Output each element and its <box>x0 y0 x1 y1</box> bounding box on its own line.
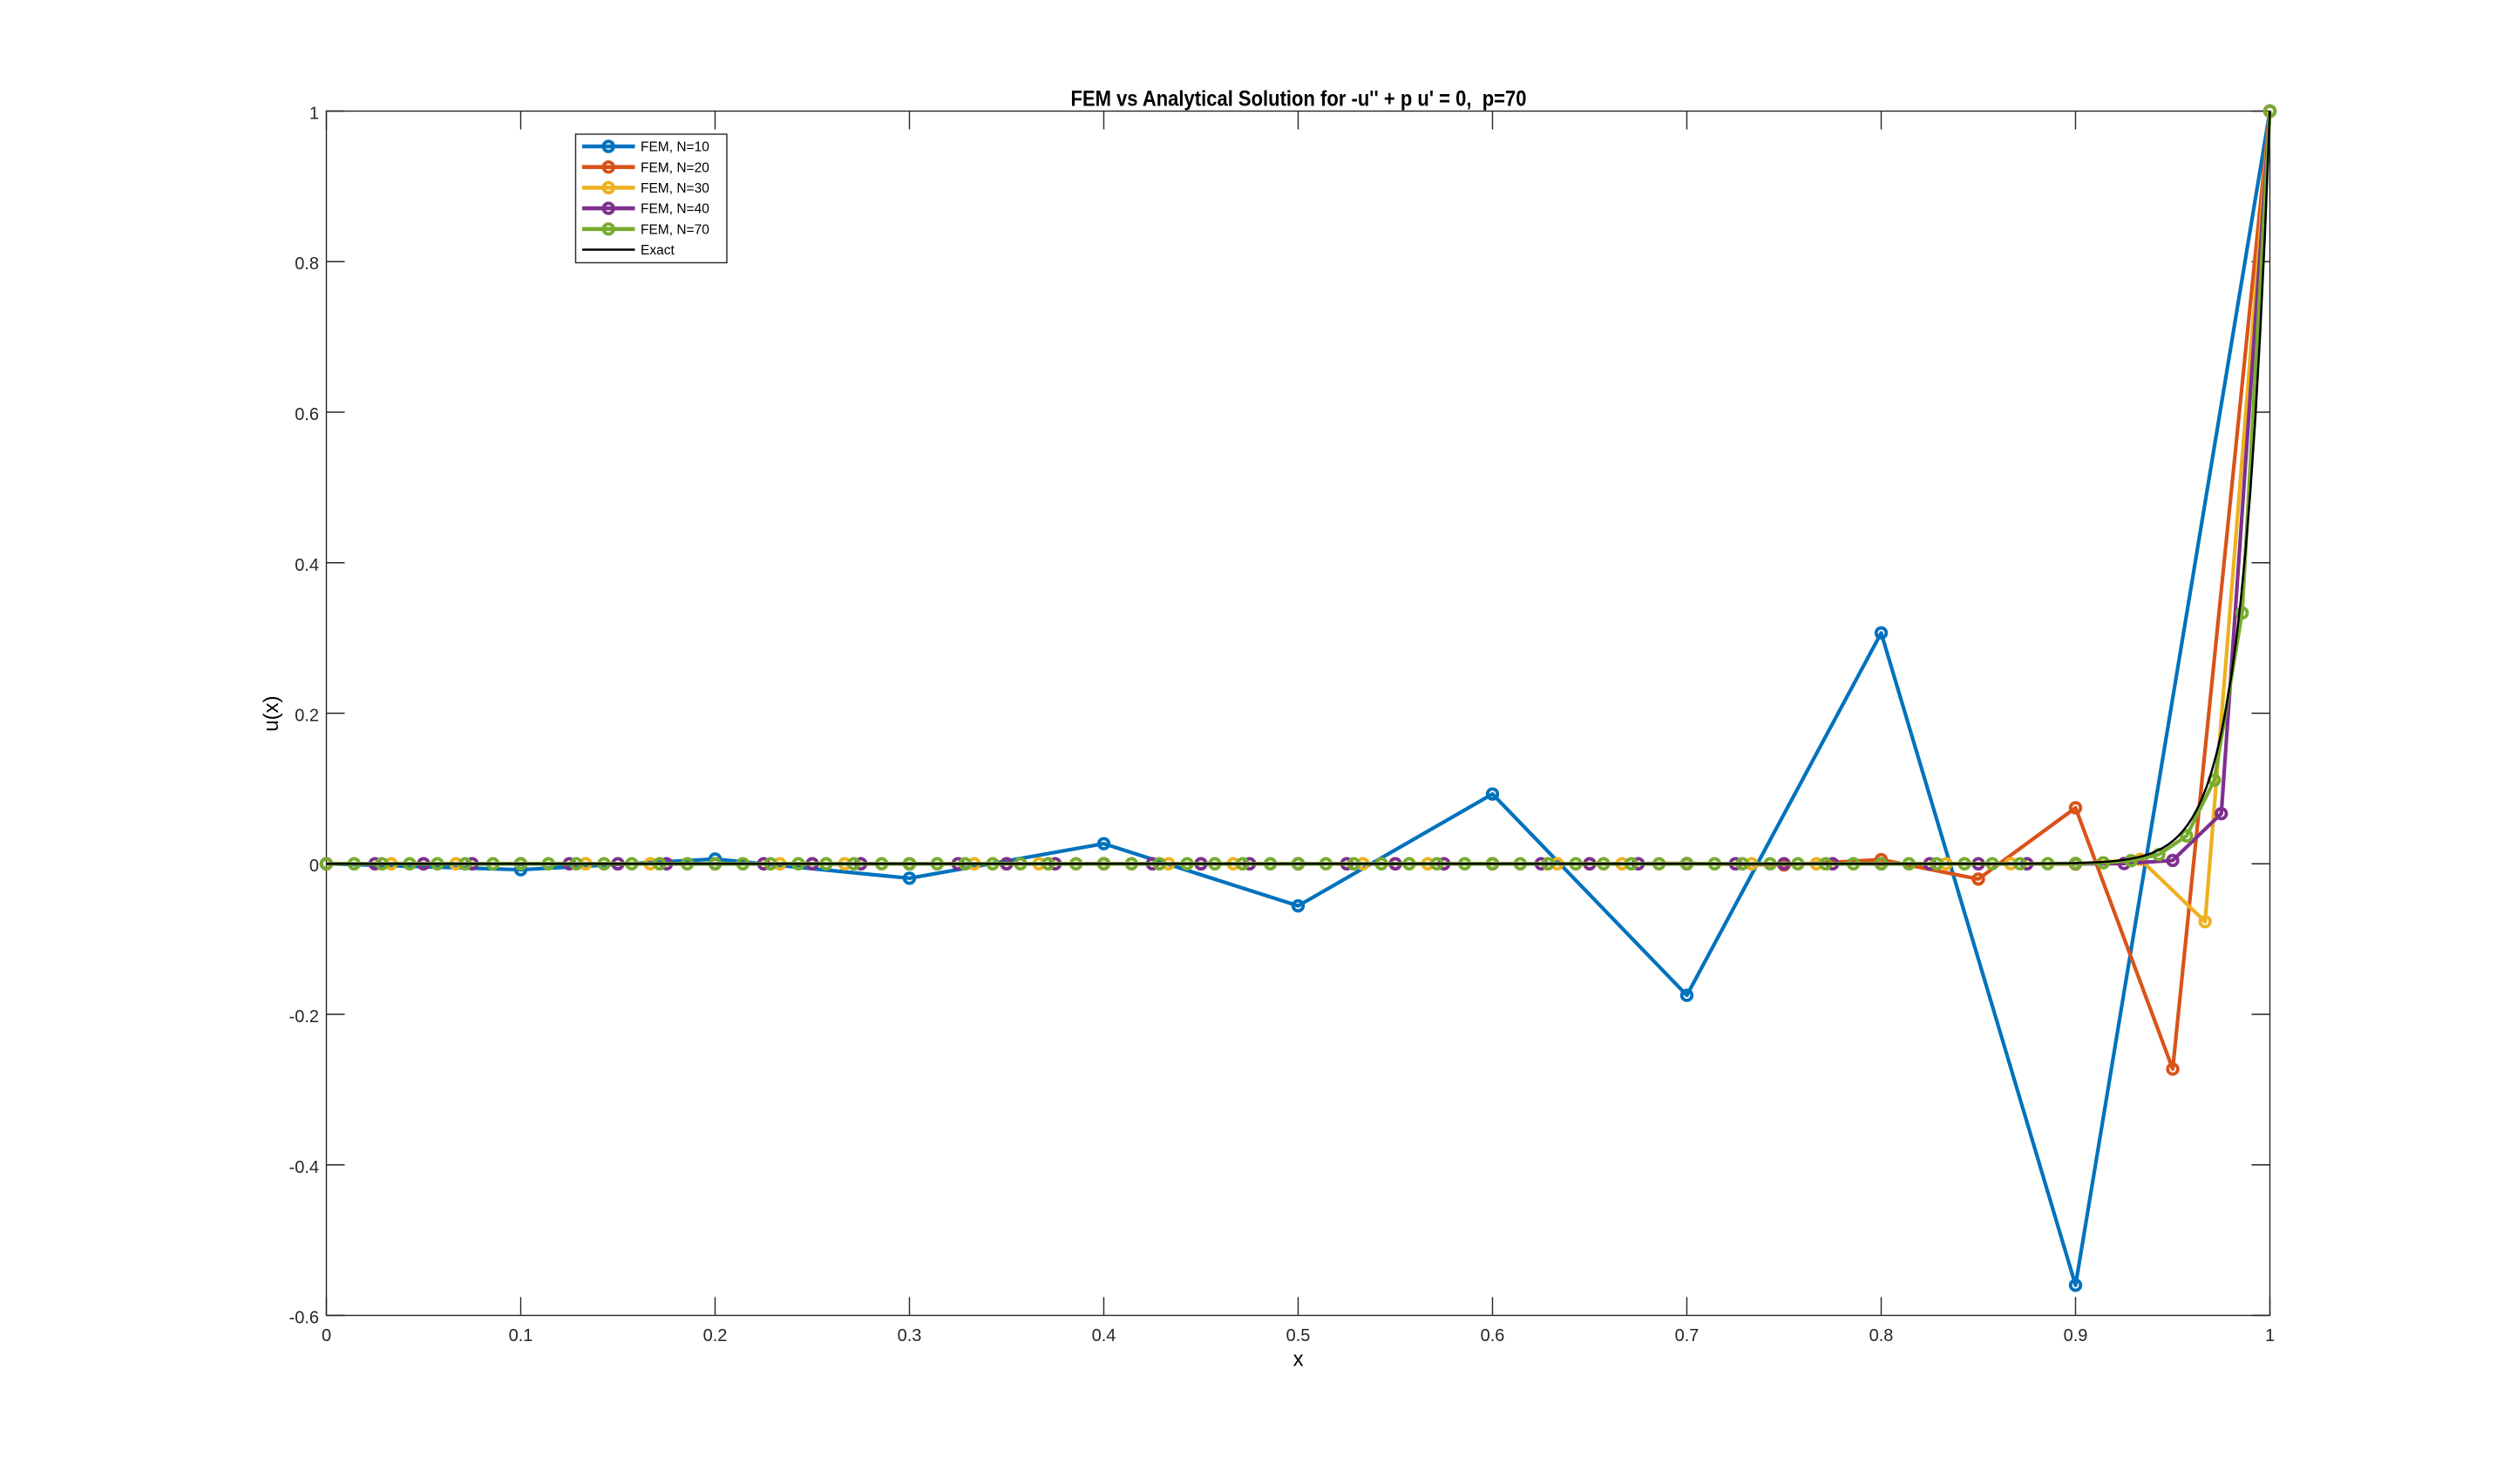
svg-text:0.8: 0.8 <box>295 254 319 274</box>
svg-text:0.4: 0.4 <box>295 556 319 575</box>
svg-text:1: 1 <box>2265 1326 2275 1345</box>
svg-text:-0.4: -0.4 <box>289 1158 319 1177</box>
svg-text:0.4: 0.4 <box>1092 1326 1116 1345</box>
svg-text:FEM, N=70: FEM, N=70 <box>641 222 709 237</box>
svg-text:0.2: 0.2 <box>703 1326 728 1345</box>
svg-text:0.5: 0.5 <box>1286 1326 1311 1345</box>
svg-text:0.9: 0.9 <box>2064 1326 2088 1345</box>
svg-text:FEM vs Analytical Solution for: FEM vs Analytical Solution for -u'' + p … <box>1071 86 1527 111</box>
svg-text:u(x): u(x) <box>260 695 283 731</box>
svg-text:-0.2: -0.2 <box>289 1007 319 1027</box>
svg-text:FEM, N=20: FEM, N=20 <box>641 160 709 175</box>
svg-text:FEM, N=10: FEM, N=10 <box>641 140 709 155</box>
svg-text:0.6: 0.6 <box>295 405 319 424</box>
svg-text:0.2: 0.2 <box>295 707 319 726</box>
svg-text:Exact: Exact <box>641 243 675 258</box>
svg-text:1: 1 <box>309 105 319 124</box>
svg-text:0.7: 0.7 <box>1675 1326 1699 1345</box>
svg-text:FEM, N=30: FEM, N=30 <box>641 181 709 196</box>
svg-text:0.8: 0.8 <box>1869 1326 1894 1345</box>
svg-text:0.3: 0.3 <box>898 1326 922 1345</box>
svg-text:-0.6: -0.6 <box>289 1309 319 1328</box>
svg-text:0.1: 0.1 <box>509 1326 533 1345</box>
svg-text:0: 0 <box>322 1326 331 1345</box>
svg-text:FEM, N=40: FEM, N=40 <box>641 202 709 217</box>
svg-text:x: x <box>1293 1348 1304 1372</box>
svg-text:0: 0 <box>309 857 319 876</box>
svg-text:0.6: 0.6 <box>1481 1326 1505 1345</box>
